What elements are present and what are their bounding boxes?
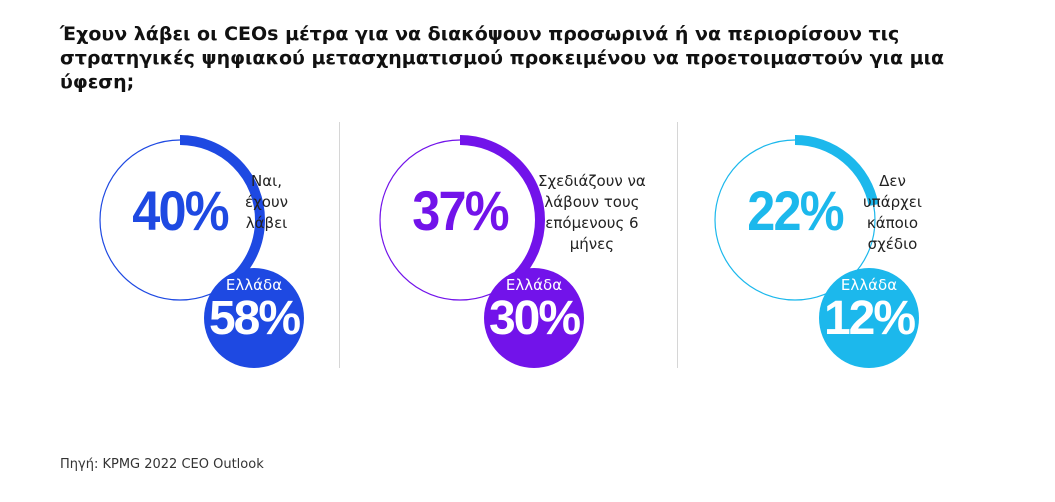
value-label: 22%	[747, 179, 844, 242]
ring-arc	[710, 135, 880, 305]
greece-label: Ελλάδα	[505, 276, 563, 294]
category-label: Ναι, έχουν λάβει	[245, 172, 289, 232]
panel-1: 40% Ναι, έχουν λάβει Ελλάδα 58%	[80, 0, 380, 502]
source-note: Πηγή: KPMG 2022 CEO Outlook	[60, 457, 264, 472]
chart-title: Έχουν λάβει οι CEOs μέτρα για να διακόψο…	[60, 23, 945, 93]
ring-chart	[375, 135, 545, 305]
ring-arc	[95, 135, 265, 305]
greece-badge: Ελλάδα 58%	[204, 268, 304, 368]
panel-3: 22% Δεν υπάρχει κάποιο σχέδιο Ελλάδα 12%	[695, 0, 995, 502]
panel-2: 37% Σχεδιάζουν να λάβουν τους επόμενους 6…	[360, 0, 660, 502]
divider-1	[339, 122, 340, 368]
greece-label: Ελλάδα	[225, 276, 283, 294]
ring-arc	[375, 135, 545, 305]
greece-value: 58%	[208, 292, 301, 345]
category-label: Δεν υπάρχει κάποιο σχέδιο	[863, 172, 922, 253]
ring-chart	[710, 135, 880, 305]
greece-badge: Ελλάδα 12%	[819, 268, 919, 368]
ring-chart	[95, 135, 265, 305]
value-label: 37%	[412, 179, 509, 242]
greece-value: 12%	[823, 292, 916, 345]
greece-badge: Ελλάδα 30%	[484, 268, 584, 368]
value-label: 40%	[132, 179, 229, 242]
divider-2	[677, 122, 678, 368]
greece-value: 30%	[488, 292, 581, 345]
category-label: Σχεδιάζουν να λάβουν τους επόμενους 6 μή…	[538, 172, 646, 253]
greece-label: Ελλάδα	[840, 276, 898, 294]
